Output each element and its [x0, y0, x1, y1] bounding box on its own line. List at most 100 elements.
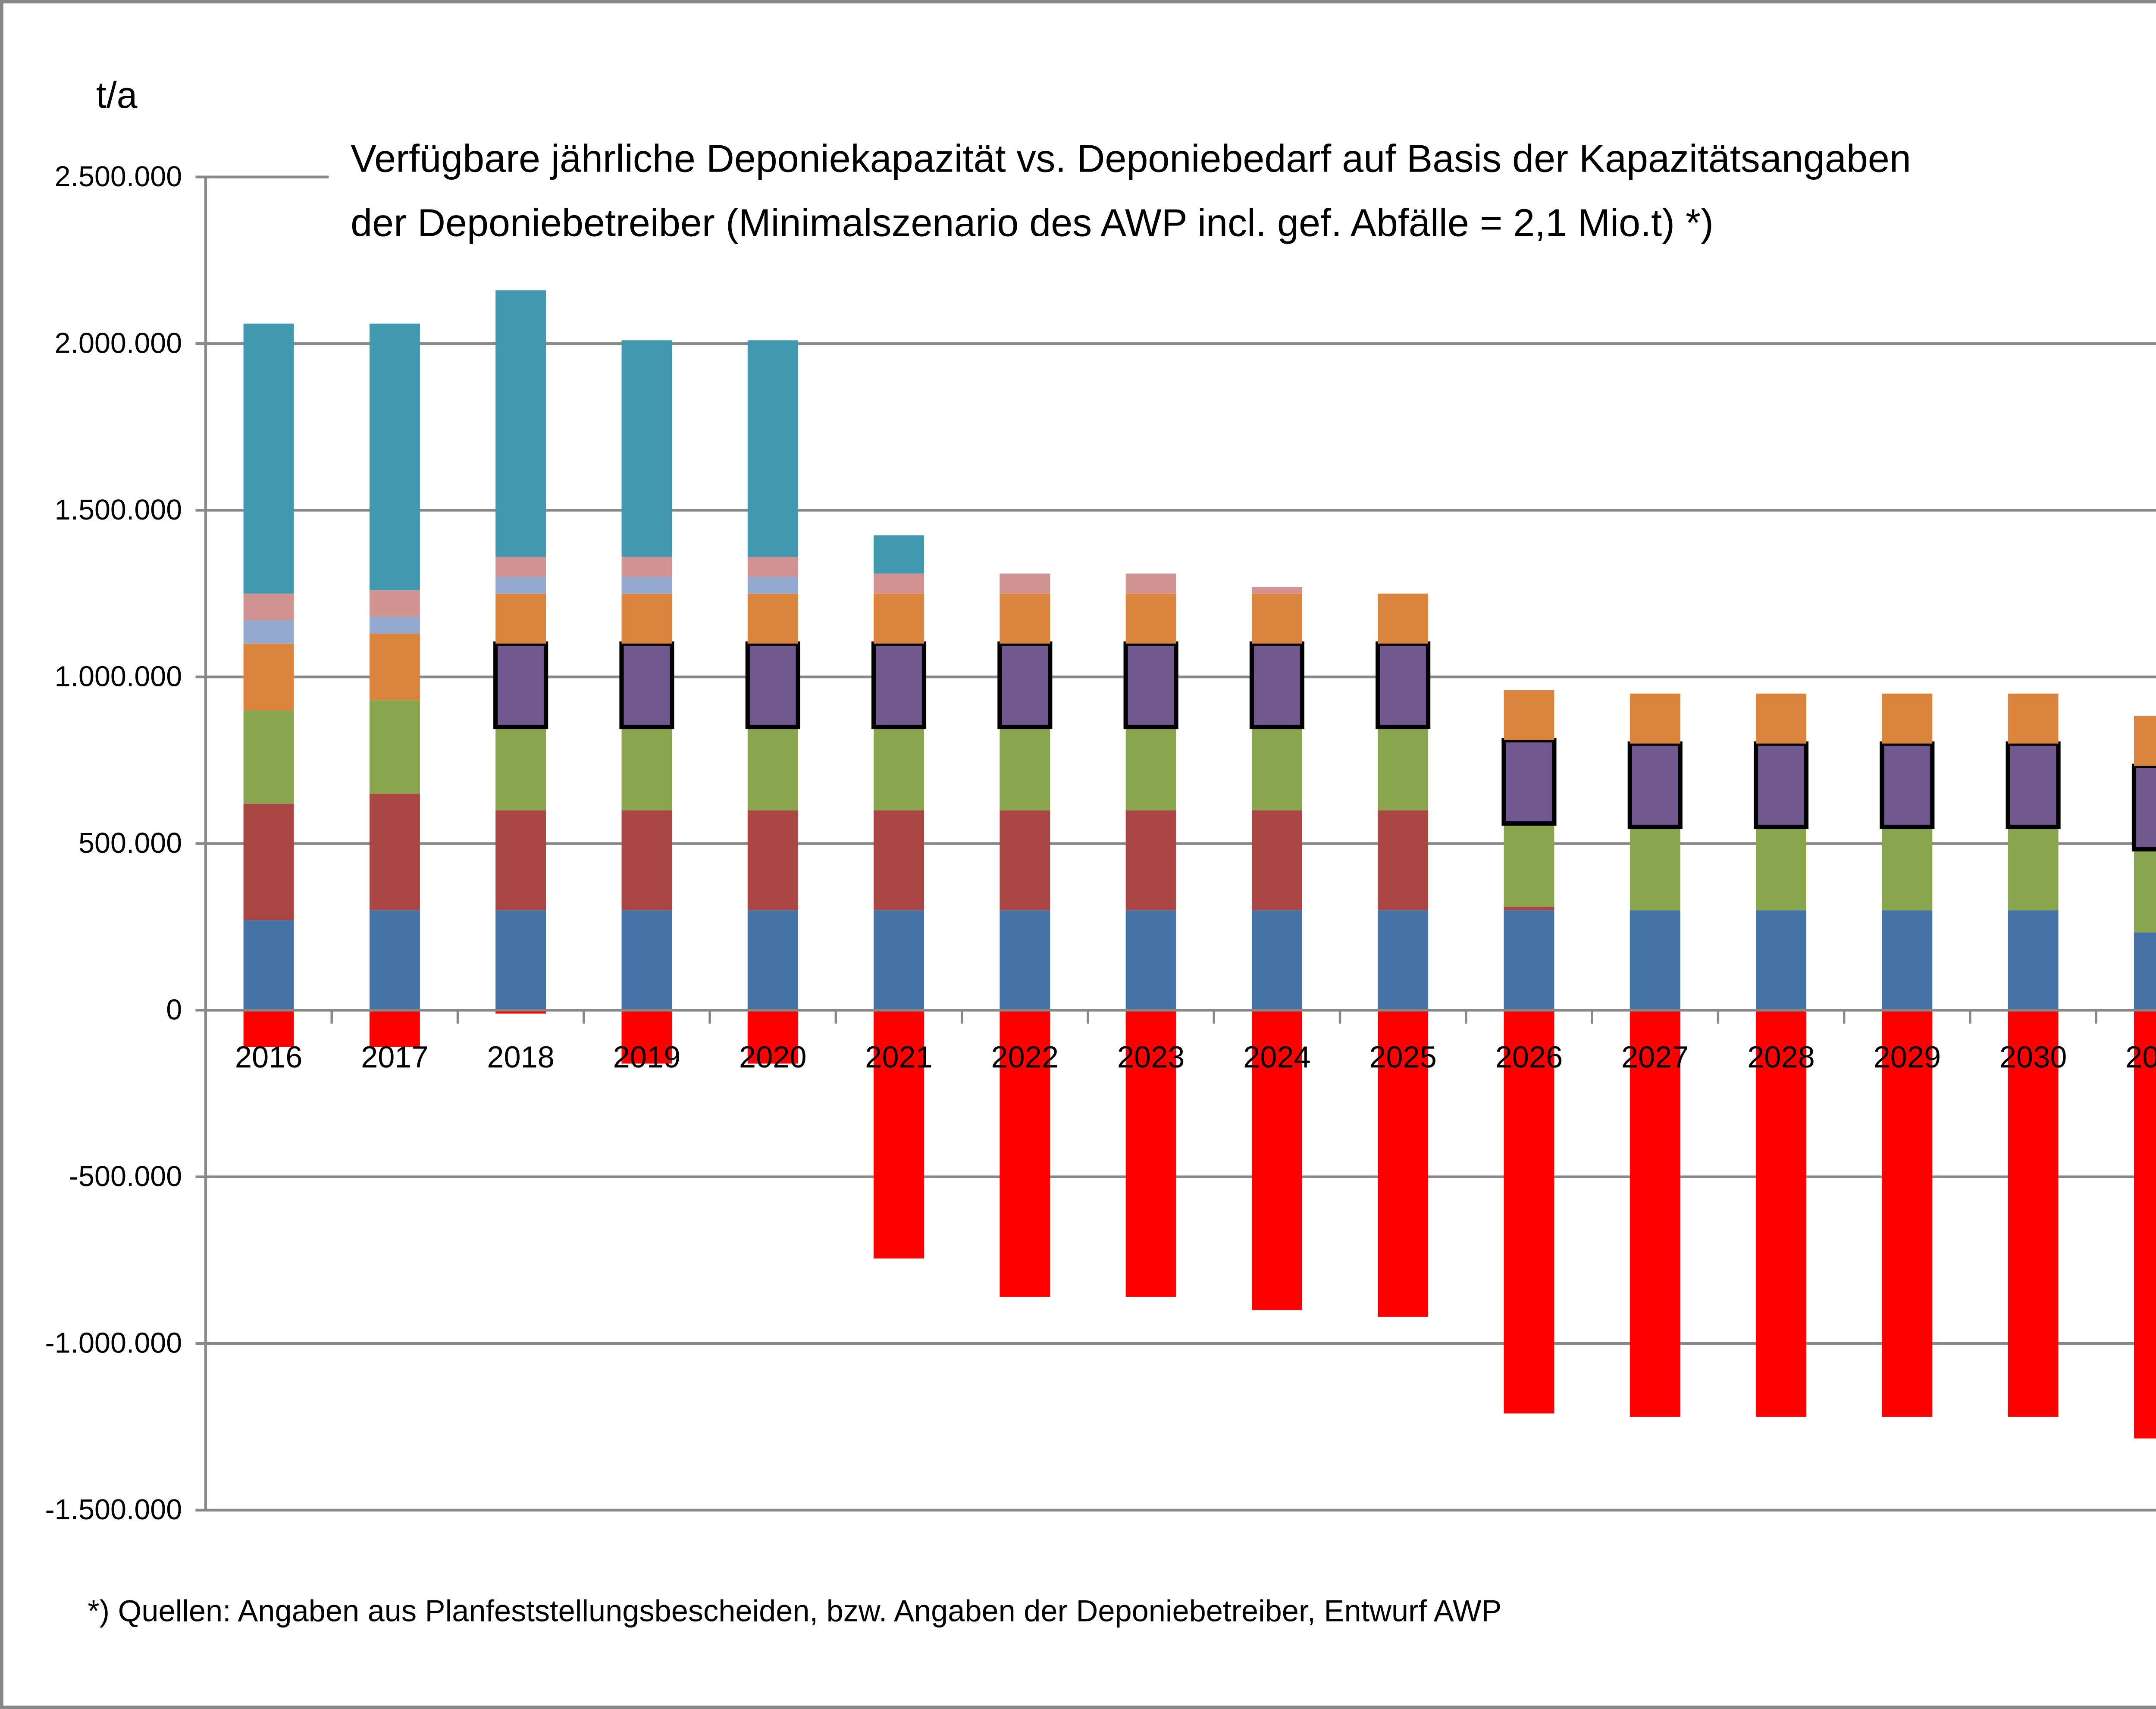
bar-segment-reesen-2022 — [1000, 910, 1050, 1011]
bar-segment-da-4-5-2016 — [243, 620, 294, 644]
x-tick-label: 2022 — [991, 1040, 1059, 1074]
x-tick-label: 2019 — [613, 1040, 681, 1074]
bar-segment-fehlmenge-2018 — [495, 1010, 546, 1014]
bar-segment-fehlmenge-2028 — [1756, 1010, 1807, 1417]
y-tick-labels: 2.500.000 2.000.000 1.500.000 1.000.000 500.… — [45, 161, 182, 1526]
x-tick-labels: 2016 2017 2018 2019 2020 2021 2022 2023 2024 2025… — [235, 1040, 2156, 1074]
bar-segment-roitzsch-2023 — [1125, 593, 1176, 644]
bar-segment-profen-2030 — [2006, 741, 2061, 829]
bar-segment-walbeck-2016 — [243, 710, 294, 804]
bar-segment-reesen-2031 — [2134, 932, 2156, 1011]
bar-segment-übrige-dep--2024 — [1251, 587, 1302, 594]
bar-segment-walbeck-2019 — [621, 727, 672, 811]
bar-segment-roitzsch-2027 — [1630, 693, 1680, 744]
bar-segment-walbeck-2030 — [2008, 826, 2059, 911]
bar-segment-roitzsch-2022 — [1000, 593, 1050, 644]
bar-segment-da-4-5-2019 — [621, 577, 672, 594]
bar-segment-profen-2021 — [871, 641, 927, 729]
bar-segment-übrige-dep--2016 — [243, 593, 294, 620]
bar-segment-roitzsch-2018 — [495, 593, 546, 644]
bar-segment-übrige-dep--2021 — [874, 573, 924, 594]
bar-segment-fehlmenge-2021 — [874, 1010, 924, 1259]
bar-segment-walbeck-2017 — [369, 700, 420, 794]
bar-segment-übrige-dep--2019 — [621, 557, 672, 577]
bar-segment-übrige-dep--2018 — [495, 557, 546, 577]
bar-segment-walbeck-2026 — [1504, 823, 1554, 907]
bar-segment-roitzsch-2029 — [1882, 693, 1933, 744]
bar-segment-walbeck-2020 — [747, 727, 798, 811]
x-tick-label: 2024 — [1243, 1040, 1311, 1074]
bar-segment-reesen-2018 — [495, 910, 546, 1011]
bar-segment-übrige-dep--2020 — [747, 557, 798, 577]
x-tick-label: 2023 — [1117, 1040, 1185, 1074]
bar-segment-profen-2019 — [619, 641, 674, 729]
bar-segment-fehlmenge-2030 — [2008, 1010, 2059, 1417]
bar-segment-farsleben-2019 — [621, 810, 672, 911]
x-tick-label: 2026 — [1495, 1040, 1563, 1074]
bar-segment-reesen-2028 — [1756, 910, 1807, 1011]
bar-segment-roitzsch-2024 — [1251, 593, 1302, 644]
y-tick-label: -1.500.000 — [45, 1494, 182, 1526]
bar-segment-walbeck-2028 — [1756, 826, 1807, 911]
bar-segment-dhs-2020 — [747, 340, 798, 557]
x-tick-label: 2029 — [1874, 1040, 1941, 1074]
bar-segment-farsleben-2017 — [369, 793, 420, 911]
bar-segment-dhs-2021 — [874, 535, 924, 574]
bars — [243, 290, 2156, 1439]
x-tick-label: 2018 — [487, 1040, 555, 1074]
chart-title-line-1: Verfügbare jährliche Deponiekapazität vs… — [351, 138, 1911, 181]
bar-segment-profen-2029 — [1880, 741, 1935, 829]
bar-segment-roitzsch-2026 — [1504, 690, 1554, 740]
bar-segment-dhs-2019 — [621, 340, 672, 557]
bar-segment-farsleben-2022 — [1000, 810, 1050, 911]
bar-segment-reesen-2030 — [2008, 910, 2059, 1011]
bar-segment-reesen-2017 — [369, 910, 420, 1011]
bar-segment-reesen-2029 — [1882, 910, 1933, 1011]
bar-segment-übrige-dep--2017 — [369, 590, 420, 617]
bar-segment-da-4-5-2020 — [747, 577, 798, 594]
bar-segment-fehlmenge-2029 — [1882, 1010, 1933, 1417]
bar-segment-profen-2026 — [1501, 738, 1557, 826]
bar-segment-profen-2024 — [1249, 641, 1304, 729]
chart-title-line-2: der Deponiebetreiber (Minimalszenario de… — [351, 201, 1714, 244]
x-tick-label: 2030 — [1999, 1040, 2067, 1074]
bar-segment-reesen-2020 — [747, 910, 798, 1011]
x-tick-label: 2027 — [1621, 1040, 1689, 1074]
bar-segment-reesen-2023 — [1125, 910, 1176, 1011]
bar-segment-roitzsch-2020 — [747, 593, 798, 644]
bar-segment-roitzsch-2016 — [243, 643, 294, 711]
bar-segment-reesen-2019 — [621, 910, 672, 1011]
bar-segment-fehlmenge-2023 — [1125, 1010, 1176, 1297]
bar-segment-reesen-2025 — [1378, 910, 1429, 1011]
bar-segment-da-4-5-2017 — [369, 617, 420, 634]
x-tick-label: 2016 — [235, 1040, 303, 1074]
bar-segment-farsleben-2023 — [1125, 810, 1176, 911]
bar-segment-profen-2018 — [493, 641, 548, 729]
bar-segment-farsleben-2018 — [495, 810, 546, 911]
bar-segment-übrige-dep--2022 — [1000, 573, 1050, 594]
x-tick-label: 2017 — [361, 1040, 429, 1074]
bar-segment-reesen-2021 — [874, 910, 924, 1011]
bar-segment-profen-2027 — [1627, 741, 1683, 829]
bar-segment-farsleben-2020 — [747, 810, 798, 911]
bar-segment-fehlmenge-2019 — [621, 1010, 672, 1064]
y-tick-label: 1.500.000 — [55, 494, 182, 526]
bar-segment-reesen-2027 — [1630, 910, 1680, 1011]
y-tick-label: 2.500.000 — [55, 161, 182, 193]
bar-segment-farsleben-2024 — [1251, 810, 1302, 911]
bar-segment-roitzsch-2025 — [1378, 593, 1429, 644]
bar-segment-walbeck-2027 — [1630, 826, 1680, 911]
bar-segment-profen-2031 — [2131, 764, 2156, 851]
bar-segment-fehlmenge-2031 — [2134, 1010, 2156, 1439]
bar-segment-fehlmenge-2024 — [1251, 1010, 1302, 1310]
x-tick-label: 2021 — [865, 1040, 933, 1074]
bar-segment-walbeck-2022 — [1000, 727, 1050, 811]
bar-segment-farsleben-2026 — [1504, 907, 1554, 911]
bar-segment-fehlmenge-2016 — [243, 1010, 294, 1047]
bar-segment-profen-2022 — [997, 641, 1053, 729]
bar-segment-roitzsch-2030 — [2008, 693, 2059, 744]
bar-segment-farsleben-2021 — [874, 810, 924, 911]
bar-segment-farsleben-2016 — [243, 803, 294, 920]
axes — [204, 177, 2156, 1510]
